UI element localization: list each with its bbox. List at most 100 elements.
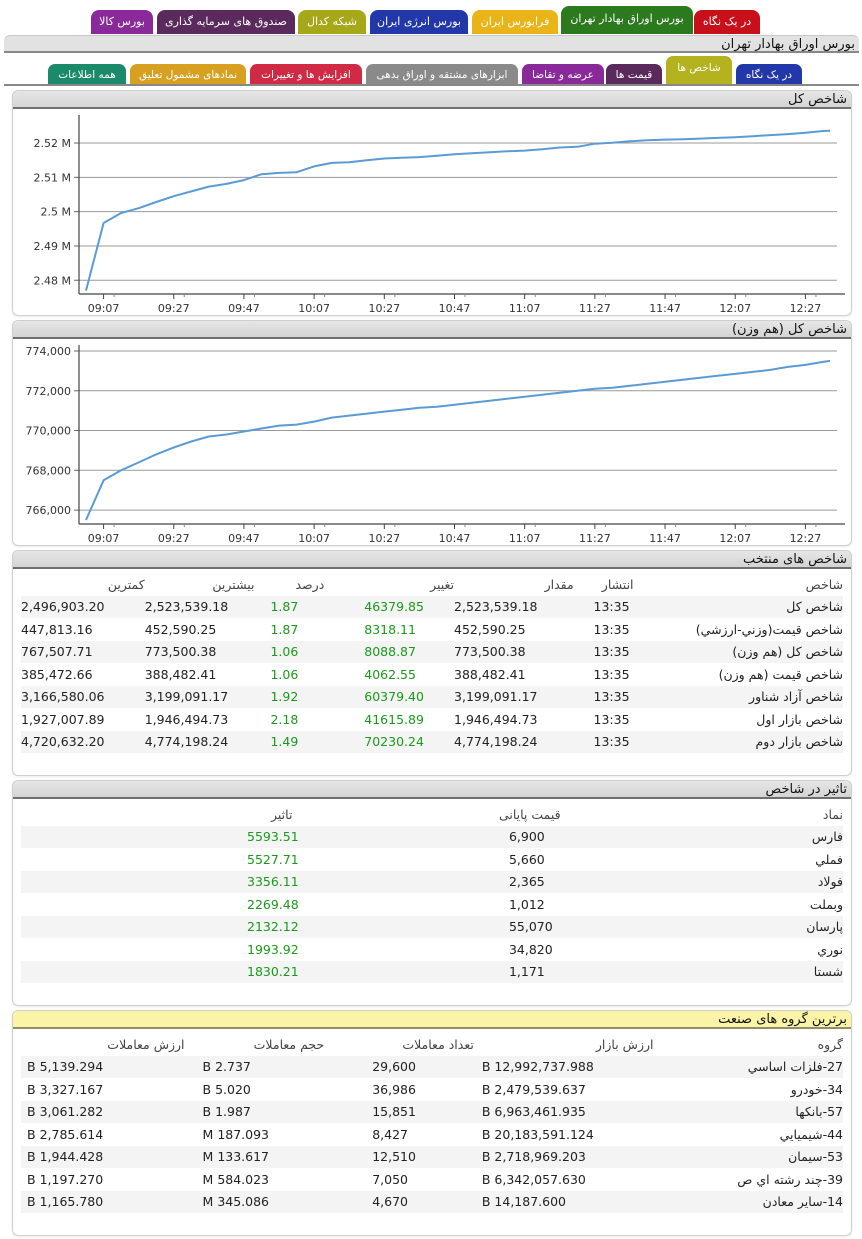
y-tick-label: 2.51 M [34, 171, 71, 184]
market-tab[interactable]: بورس انرژی ایران [370, 10, 468, 34]
table-row[interactable]: فارس 6,900 5593.51 [21, 825, 843, 848]
table-cell: 8088.87 [324, 640, 455, 663]
table-row[interactable]: نوري 34,820 1993.92 [21, 938, 843, 961]
section-tab[interactable]: در یک نگاه [736, 64, 802, 86]
y-tick-label: 772,000 [26, 385, 72, 398]
page-title: بورس اوراق بهادار تهران [721, 37, 855, 52]
table-row[interactable]: شاخص کل 13:35 2,523,539.18 46379.85 1.87 2,52… [21, 595, 843, 618]
table-row[interactable]: 44-شيميايي 20,183,591.124 B 8,427 187.093 M… [21, 1123, 843, 1146]
section-tabs: در یک نگاه شاخص ها قیمت ها عرضه و تقاضا ابزا… [0, 56, 862, 86]
table-cell: 1,927,007.89 [21, 711, 105, 727]
section-tab[interactable]: عرضه و تقاضا [522, 64, 604, 86]
table-cell: شاخص قيمت(وزني-ارزشي) [695, 621, 843, 637]
table-cell: 12,510 [324, 1145, 474, 1168]
equal-weight-index-title: شاخص کل (هم وزن) [731, 322, 847, 337]
table-row[interactable]: فملي 5,660 5527.71 [21, 848, 843, 871]
index-impact-panel: تاثیر در شاخص نماد قیمت پایانی تاثیر فار… [12, 780, 852, 1006]
table-cell: 1,946,494.73 [454, 711, 538, 727]
market-tab[interactable]: در یک نگاه [694, 10, 760, 34]
section-tab[interactable]: شاخص ها [666, 56, 732, 86]
column-header: درصد [295, 576, 325, 592]
table-row[interactable]: شاخص قيمت(وزني-ارزشي) 13:35 452,590.25 8318… [21, 618, 843, 641]
column-header: کمترین [107, 576, 145, 592]
section-tab[interactable]: همه اطلاعات [48, 64, 126, 86]
column-header: قیمت پایانی [498, 806, 561, 822]
table-cell: 2,523,539.18 [454, 595, 574, 618]
table-cell: 15,851 [324, 1100, 474, 1123]
table-cell: 2132.12 [21, 915, 309, 938]
table-cell: 39-چند رشته اي ص [737, 1171, 843, 1187]
column-header: تعداد معاملات [402, 1036, 474, 1052]
y-tick-label: 2.52 M [34, 137, 71, 150]
y-tick-label: 766,000 [26, 504, 72, 517]
table-cell: 452,590.25 [454, 621, 526, 637]
table-cell: 1.49 [254, 730, 325, 753]
table-cell: 5,660 [508, 851, 545, 867]
table-cell: 55,070 [308, 915, 659, 938]
x-tick-label: 09:07 [88, 532, 120, 545]
column-header: بیشترین [212, 576, 255, 592]
table-row[interactable]: شاخص آزاد شناور 13:35 3,199,091.17 60379.40… [21, 685, 843, 708]
market-tab[interactable]: فرابورس ایران [472, 10, 558, 34]
table-row[interactable]: 57-بانكها 6,963,461.935 B 15,851 1.987 B 3,0… [21, 1100, 843, 1123]
table-row[interactable]: 27-فلزات اساسي 12,992,737.988 B 29,600 2.73… [21, 1055, 843, 1078]
column-header: گروه [817, 1036, 843, 1052]
table-row[interactable]: 34-خودرو 2,479,539.637 B 36,986 5.020 B 3,32… [21, 1078, 843, 1101]
table-cell: 20,183,591.124 B [481, 1126, 594, 1142]
table-cell: 2,479,539.637 B [481, 1081, 586, 1097]
table-row[interactable]: وبملت 1,012 2269.48 [21, 893, 843, 916]
table-row[interactable]: شاخص بازار اول 13:35 1,946,494.73 41615.89 2… [21, 708, 843, 731]
market-tab[interactable]: بورس کالا [91, 10, 153, 34]
y-tick-label: 2.48 M [34, 274, 71, 287]
index-impact-table: نماد قیمت پایانی تاثیر فارس 6,900 5593.51 ف… [21, 803, 843, 983]
table-cell: 584.023 M [202, 1171, 270, 1187]
column-header: تغییر [430, 576, 455, 592]
table-cell: 13:35 [573, 730, 634, 753]
index-impact-header: تاثیر در شاخص [13, 781, 851, 799]
table-row[interactable]: 53-سيمان 2,718,969.203 B 12,510 133.617 M 1,… [21, 1145, 843, 1168]
table-row[interactable]: 39-چند رشته اي ص 6,342,057.630 B 7,050 584.… [21, 1168, 843, 1191]
table-cell: 388,482.41 [144, 666, 217, 682]
table-row[interactable]: پارسان 55,070 2132.12 [21, 915, 843, 938]
table-row[interactable]: فولاد 2,365 3356.11 [21, 870, 843, 893]
market-tab[interactable]: صندوق های سرمایه گذاری [157, 10, 295, 34]
table-cell: 2.18 [270, 711, 299, 727]
table-cell: 447,813.16 [21, 621, 93, 637]
table-cell: 452,590.25 [144, 621, 217, 637]
x-tick-label: 11:07 [509, 302, 541, 315]
table-cell: 53-سيمان [653, 1145, 843, 1168]
column-header: مقدار [544, 576, 574, 592]
table-row[interactable]: شاخص بازار دوم 13:35 4,774,198.24 70230.24 1… [21, 730, 843, 753]
table-cell: 14,187.600 B [473, 1190, 654, 1213]
table-row[interactable]: شاخص کل (هم وزن) 13:35 773,500.38 8088.87 1.… [21, 640, 843, 663]
market-tabs: در یک نگاه بورس اوراق بهادار تهران فرابورس… [0, 6, 862, 36]
table-cell: 1,944.428 B [21, 1145, 185, 1168]
selected-indices-table: شاخص انتشار مقدار تغییر درصد بیشترین کمت… [21, 573, 843, 753]
table-cell: 46379.85 [324, 595, 455, 618]
table-cell: 7,050 [372, 1171, 408, 1187]
table-header-row: نماد قیمت پایانی تاثیر [21, 803, 843, 826]
page-title-bar: بورس اوراق بهادار تهران [4, 35, 859, 53]
x-tick-label: 10:27 [368, 532, 400, 545]
table-cell: 34,820 [508, 941, 553, 957]
table-cell: 13:35 [573, 595, 634, 618]
table-cell: 4,774,198.24 [144, 730, 255, 753]
table-cell: 13:35 [573, 685, 634, 708]
market-tab[interactable]: بورس اوراق بهادار تهران [561, 6, 693, 34]
index-impact-title: تاثیر در شاخص [765, 782, 847, 797]
table-row[interactable]: شستا 1,171 1830.21 [21, 960, 843, 983]
table-cell: شاخص آزاد شناور [633, 685, 843, 708]
section-tab[interactable]: نمادهای مشمول تعلیق [130, 64, 246, 86]
table-cell: 70230.24 [324, 730, 455, 753]
market-tab[interactable]: شبکه کدال [298, 10, 366, 34]
table-cell: 5527.71 [247, 851, 299, 867]
x-tick-label: 12:07 [719, 302, 751, 315]
table-cell: 8,427 [372, 1126, 408, 1142]
section-tab[interactable]: افزایش ها و تغییرات [250, 64, 362, 86]
section-tab[interactable]: ابزارهای مشتقه و اوراق بدهی [366, 64, 518, 86]
section-tab[interactable]: قیمت ها [606, 64, 662, 86]
table-cell: 14-ساير معادن [653, 1190, 843, 1213]
table-cell: 1.06 [270, 666, 299, 682]
table-row[interactable]: شاخص قيمت (هم وزن) 13:35 388,482.41 4062.55… [21, 663, 843, 686]
